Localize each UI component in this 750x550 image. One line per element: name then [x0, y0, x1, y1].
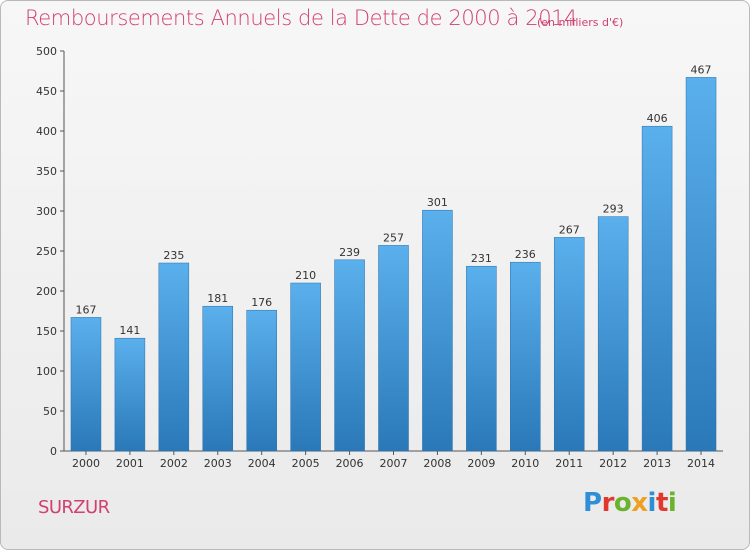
x-tick-label: 2005 [292, 457, 320, 470]
y-tick-label: 350 [36, 165, 57, 178]
bar-value-label: 167 [75, 303, 96, 316]
x-tick-label: 2011 [555, 457, 583, 470]
bar-value-label: 239 [339, 246, 360, 259]
x-tick-label: 2002 [160, 457, 188, 470]
bar-value-label: 236 [515, 248, 536, 261]
y-tick-label: 250 [36, 245, 57, 258]
y-tick-label: 400 [36, 125, 57, 138]
proxiti-logo[interactable]: Proxiti [583, 488, 677, 518]
y-tick-label: 150 [36, 325, 57, 338]
bar-2004 [246, 309, 277, 452]
bar-value-label: 267 [559, 223, 580, 236]
bar-value-label: 141 [119, 324, 140, 337]
bar-2002 [158, 262, 190, 452]
bar-2012 [597, 216, 629, 452]
logo-letter: i [647, 488, 657, 518]
chart-subtitle: (en milliers d'€) [537, 16, 624, 29]
x-tick-label: 2004 [248, 457, 276, 470]
x-tick-label: 2008 [423, 457, 451, 470]
bar-value-label: 257 [383, 231, 404, 244]
bar-value-label: 467 [691, 63, 712, 76]
city-name: SURZUR [38, 497, 110, 518]
bar-2014 [685, 77, 717, 452]
bar-2009 [466, 265, 497, 452]
bar-value-label: 176 [251, 296, 272, 309]
x-tick-label: 2007 [380, 457, 408, 470]
y-tick-label: 500 [36, 45, 57, 58]
bar-value-label: 231 [471, 252, 492, 265]
bar-2010 [510, 261, 541, 452]
bar-value-label: 406 [647, 112, 668, 125]
x-tick-label: 2014 [687, 457, 715, 470]
bar-value-label: 235 [163, 249, 184, 262]
y-tick-label: 300 [36, 205, 57, 218]
bar-2001 [114, 337, 146, 452]
bar-2005 [290, 282, 321, 452]
logo-letter: P [583, 488, 602, 518]
x-tick-label: 2010 [511, 457, 539, 470]
x-tick-label: 2001 [116, 457, 144, 470]
logo-letter: x [631, 488, 648, 518]
y-tick-label: 200 [36, 285, 57, 298]
x-tick-label: 2003 [204, 457, 232, 470]
y-tick-label: 450 [36, 85, 57, 98]
logo-letter: r [601, 488, 615, 518]
bar-value-label: 181 [207, 292, 228, 305]
x-tick-label: 2009 [467, 457, 495, 470]
x-tick-label: 2006 [336, 457, 364, 470]
bar-2003 [202, 305, 234, 452]
bar-2008 [422, 209, 453, 452]
logo-letter: t [655, 488, 668, 518]
y-tick-label: 100 [36, 365, 57, 378]
bar-value-label: 301 [427, 196, 448, 209]
bar-2011 [553, 237, 585, 452]
chart-title: Remboursements Annuels de la Dette de 20… [25, 6, 578, 30]
bar-value-label: 210 [295, 269, 316, 282]
logo-letter: o [613, 488, 632, 518]
x-tick-label: 2012 [599, 457, 627, 470]
x-tick-label: 2000 [72, 457, 100, 470]
bar-2013 [641, 125, 673, 452]
y-tick-label: 0 [50, 445, 57, 458]
bar-2006 [334, 259, 365, 452]
bar-2000 [70, 317, 102, 452]
y-tick-label: 50 [43, 405, 57, 418]
logo-letter: i [667, 488, 677, 518]
bar-2007 [378, 245, 409, 452]
x-tick-label: 2013 [643, 457, 671, 470]
bar-value-label: 293 [603, 203, 624, 216]
